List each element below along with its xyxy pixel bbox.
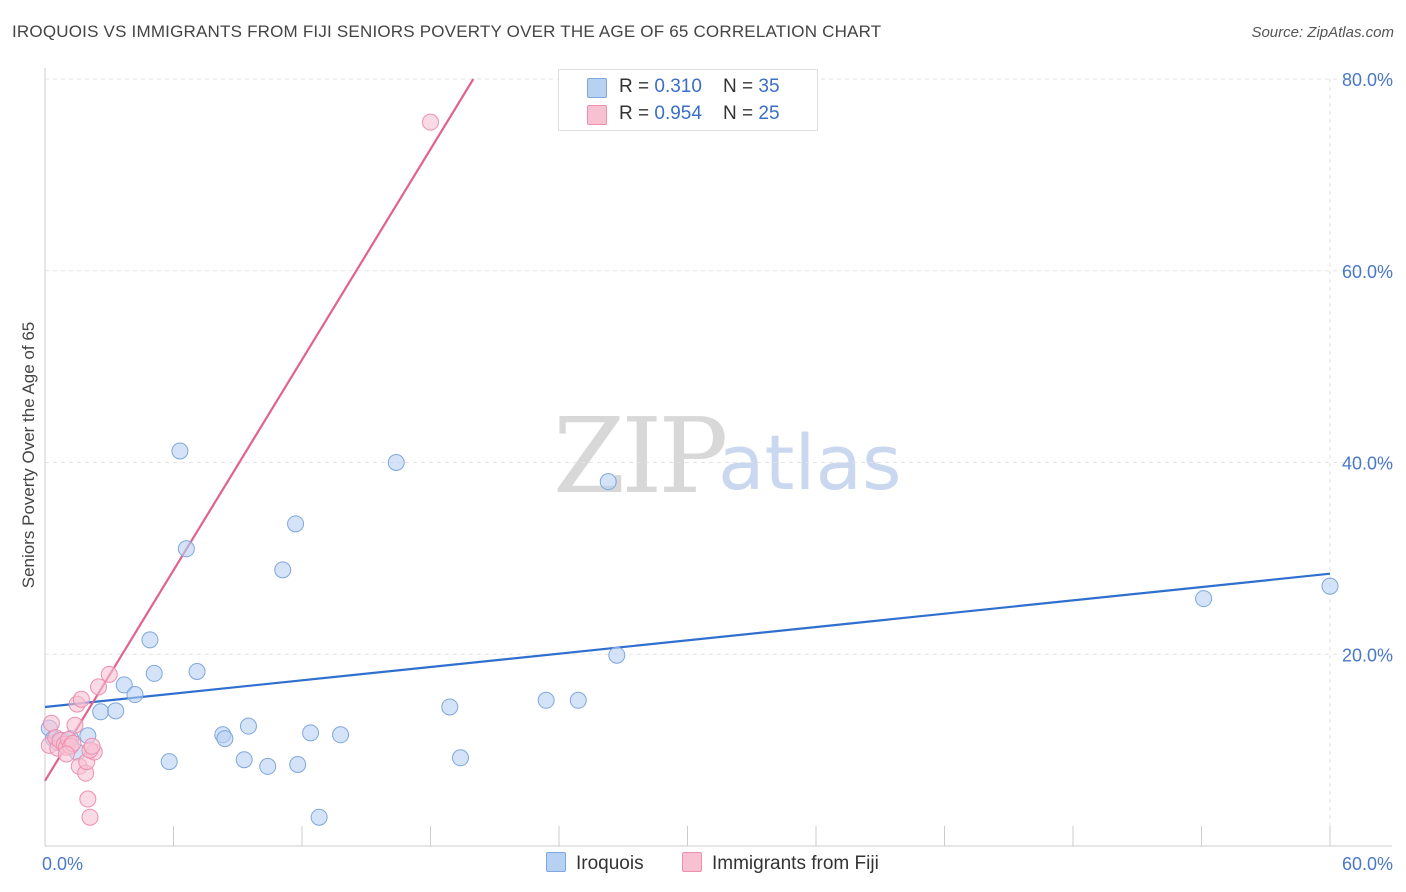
- bottom-legend-iroquois: Iroquois: [546, 852, 644, 875]
- x-tick-label: 60.0%: [1342, 854, 1393, 874]
- chart-title: IROQUOIS VS IMMIGRANTS FROM FIJI SENIORS…: [12, 22, 882, 41]
- point-iroquois: [216, 730, 234, 748]
- point-fiji: [66, 716, 84, 734]
- point-iroquois: [451, 749, 469, 767]
- point-fiji: [83, 737, 101, 755]
- point-iroquois: [160, 753, 178, 771]
- point-iroquois: [1195, 590, 1213, 608]
- point-iroquois: [177, 540, 195, 558]
- point-fiji: [72, 690, 90, 708]
- point-iroquois: [92, 703, 110, 721]
- point-iroquois: [441, 698, 459, 716]
- y-tick-label: 80.0%: [1342, 70, 1393, 90]
- bottom-legend-swatch-fiji: [682, 852, 702, 872]
- legend-n-value: 25: [758, 103, 780, 124]
- point-fiji: [57, 745, 75, 763]
- point-iroquois: [387, 454, 405, 471]
- legend-text-iroquois: R = 0.310 N = 35: [619, 76, 780, 98]
- trend-line-fiji: [44, 78, 475, 782]
- point-iroquois: [171, 442, 189, 460]
- bottom-legend-swatch-iroquois: [546, 852, 566, 872]
- point-fiji: [81, 808, 99, 826]
- legend-swatch-iroquois: [587, 78, 607, 98]
- x-tick-label: 0.0%: [42, 854, 83, 874]
- legend-n-label: N =: [723, 76, 759, 97]
- point-iroquois: [188, 663, 206, 681]
- point-iroquois: [235, 751, 253, 769]
- point-iroquois: [1321, 577, 1339, 595]
- point-fiji: [42, 714, 60, 732]
- legend-r-label: R =: [619, 103, 655, 124]
- point-iroquois: [115, 676, 133, 694]
- point-iroquois: [310, 808, 328, 826]
- point-iroquois: [259, 757, 277, 775]
- trend-line-iroquois: [44, 572, 1331, 709]
- legend-r-label: R =: [619, 76, 655, 97]
- trend-lines: [44, 78, 1331, 782]
- point-iroquois: [145, 664, 163, 682]
- correlation-legend: R = 0.310 N = 35 R = 0.954 N = 25: [558, 69, 818, 131]
- watermark-zip: ZIP: [553, 395, 728, 517]
- legend-r-value: 0.310: [654, 76, 702, 97]
- point-iroquois: [599, 473, 617, 491]
- point-iroquois: [239, 717, 257, 735]
- bottom-legend-label-fiji: Immigrants from Fiji: [712, 853, 879, 874]
- point-iroquois: [289, 756, 307, 774]
- point-iroquois: [537, 691, 555, 709]
- point-iroquois: [569, 691, 587, 709]
- y-axis-title: Seniors Poverty Over the Age of 65: [19, 322, 38, 588]
- point-iroquois: [302, 724, 320, 742]
- y-tick-label: 60.0%: [1342, 262, 1393, 282]
- point-fiji: [90, 678, 108, 696]
- bottom-legend-fiji: Immigrants from Fiji: [682, 852, 879, 875]
- point-iroquois: [107, 702, 125, 720]
- point-iroquois: [141, 631, 159, 649]
- legend-r-value: 0.954: [654, 103, 702, 124]
- data-points: [40, 113, 1339, 826]
- legend-n-value: 35: [758, 76, 780, 97]
- point-fiji: [422, 113, 439, 131]
- bottom-legend-label-iroquois: Iroquois: [576, 853, 644, 874]
- point-iroquois: [274, 561, 292, 579]
- point-fiji: [79, 790, 97, 808]
- legend-swatch-fiji: [587, 105, 607, 125]
- point-iroquois: [332, 726, 350, 744]
- y-tick-label: 40.0%: [1342, 454, 1393, 474]
- y-tick-label: 20.0%: [1342, 645, 1393, 665]
- point-iroquois: [126, 686, 144, 704]
- axes: [44, 68, 1392, 847]
- point-iroquois: [608, 646, 626, 664]
- source-credit: Source: ZipAtlas.com: [1251, 24, 1394, 41]
- legend-n-label: N =: [723, 103, 759, 124]
- point-iroquois: [287, 515, 305, 533]
- legend-text-fiji: R = 0.954 N = 25: [619, 103, 780, 125]
- tick-labels: 20.0% 40.0% 60.0% 80.0% 0.0% 60.0%: [42, 70, 1393, 874]
- point-fiji: [100, 665, 118, 683]
